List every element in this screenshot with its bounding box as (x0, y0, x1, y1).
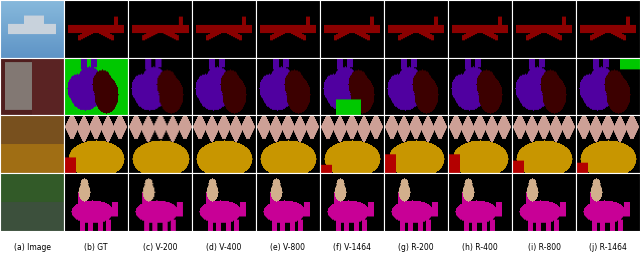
Text: (b) GT: (b) GT (84, 242, 108, 251)
Text: (j) R-1464: (j) R-1464 (589, 242, 627, 251)
Text: (d) V-400: (d) V-400 (206, 242, 242, 251)
Text: (g) R-200: (g) R-200 (398, 242, 434, 251)
Text: (h) R-400: (h) R-400 (462, 242, 498, 251)
Text: (e) V-800: (e) V-800 (271, 242, 305, 251)
Text: (a) Image: (a) Image (13, 242, 51, 251)
Text: (i) R-800: (i) R-800 (527, 242, 561, 251)
Text: (f) V-1464: (f) V-1464 (333, 242, 371, 251)
Text: (c) V-200: (c) V-200 (143, 242, 177, 251)
